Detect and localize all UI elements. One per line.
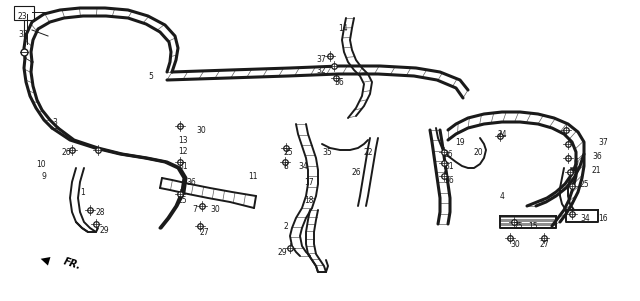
Text: 15: 15 bbox=[528, 222, 538, 231]
Text: 29: 29 bbox=[278, 248, 287, 257]
Text: 36: 36 bbox=[186, 178, 196, 187]
Text: 26: 26 bbox=[62, 148, 72, 157]
Text: 17: 17 bbox=[304, 178, 314, 187]
Text: 22: 22 bbox=[364, 148, 374, 157]
Text: 6: 6 bbox=[574, 158, 579, 167]
Text: 31: 31 bbox=[444, 162, 454, 171]
Text: 33: 33 bbox=[18, 30, 28, 39]
Text: 8: 8 bbox=[284, 162, 289, 171]
Text: 10: 10 bbox=[36, 160, 45, 169]
Text: 26: 26 bbox=[352, 168, 362, 177]
Text: 30: 30 bbox=[196, 126, 205, 135]
Text: 11: 11 bbox=[248, 172, 257, 181]
Text: 31: 31 bbox=[178, 162, 188, 171]
Text: 25: 25 bbox=[178, 196, 188, 205]
Text: 4: 4 bbox=[500, 192, 505, 201]
Text: 30: 30 bbox=[510, 240, 520, 249]
Text: 26: 26 bbox=[444, 150, 454, 159]
Text: 9: 9 bbox=[42, 172, 47, 181]
Text: 21: 21 bbox=[592, 166, 602, 175]
Text: 37: 37 bbox=[598, 138, 608, 147]
Text: 37: 37 bbox=[316, 55, 326, 64]
Text: 32: 32 bbox=[316, 66, 326, 75]
Text: 1: 1 bbox=[80, 188, 84, 197]
Text: 25: 25 bbox=[284, 148, 294, 157]
Text: 34: 34 bbox=[298, 162, 308, 171]
Text: 36: 36 bbox=[334, 78, 344, 87]
Text: 7: 7 bbox=[192, 205, 197, 214]
Text: 30: 30 bbox=[210, 205, 220, 214]
Text: 12: 12 bbox=[178, 147, 188, 156]
Text: 14: 14 bbox=[338, 24, 348, 33]
Text: 24: 24 bbox=[498, 130, 508, 139]
Text: 18: 18 bbox=[304, 196, 314, 205]
Text: FR.: FR. bbox=[62, 256, 82, 271]
Text: 13: 13 bbox=[178, 136, 188, 145]
Text: 25: 25 bbox=[580, 180, 589, 189]
Text: 28: 28 bbox=[96, 208, 106, 217]
Text: 16: 16 bbox=[598, 214, 607, 223]
Text: 34: 34 bbox=[580, 214, 589, 223]
Text: 19: 19 bbox=[455, 138, 465, 147]
Text: 27: 27 bbox=[200, 228, 210, 237]
Text: 36: 36 bbox=[444, 176, 454, 185]
Text: 29: 29 bbox=[100, 226, 109, 235]
Text: 23: 23 bbox=[18, 12, 28, 21]
Text: 5: 5 bbox=[148, 72, 153, 81]
Text: 25: 25 bbox=[514, 222, 524, 231]
Text: 20: 20 bbox=[474, 148, 484, 157]
Text: 36: 36 bbox=[592, 152, 602, 161]
Text: 27: 27 bbox=[540, 240, 550, 249]
Text: 35: 35 bbox=[322, 148, 332, 157]
Bar bbox=[14, 6, 34, 20]
Text: 2: 2 bbox=[284, 222, 289, 231]
Text: 3: 3 bbox=[52, 118, 57, 127]
